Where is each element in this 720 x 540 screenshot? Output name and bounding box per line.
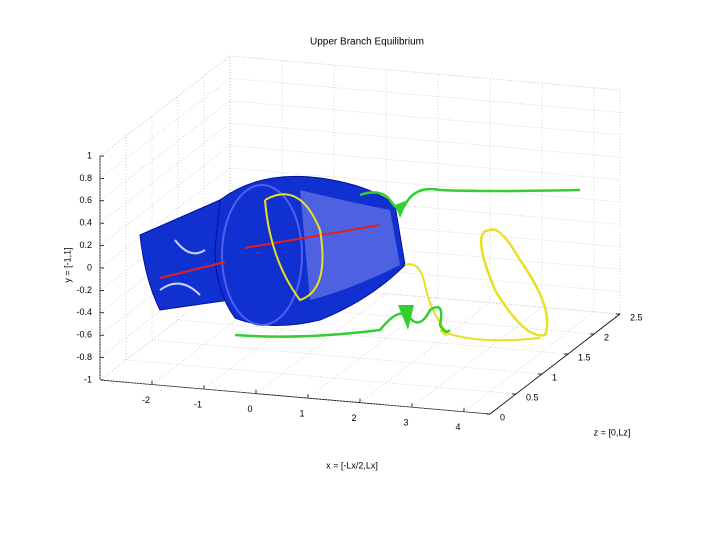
y-tick-label: -0.4 — [76, 307, 92, 317]
grid-line — [411, 306, 543, 408]
grid-line — [307, 297, 439, 399]
centerline — [159, 224, 381, 279]
grid-line — [229, 122, 621, 158]
grid-line — [99, 212, 231, 314]
z-tick-label: 0 — [500, 412, 505, 422]
x-tick-label: -2 — [142, 395, 150, 405]
grid-line — [99, 78, 231, 179]
grid-line — [229, 167, 621, 203]
yellow-contour — [264, 193, 324, 302]
chart-title: Upper Branch Equilibrium — [310, 37, 424, 48]
flow-structures — [139, 175, 581, 342]
grid-line — [229, 212, 621, 248]
grid-line — [255, 293, 387, 394]
grid-line — [463, 311, 595, 412]
y-axis-label: y = [-1,1] — [62, 247, 72, 282]
z-axis-label: z = [0,Lz] — [594, 427, 631, 437]
z-tick-label: 0.5 — [526, 392, 539, 402]
grid-line — [99, 234, 231, 336]
green-contour — [398, 305, 414, 330]
y-tick-label: 0 — [87, 262, 92, 272]
grid-line — [203, 288, 335, 390]
grid-line — [151, 284, 283, 385]
y-tick-label: 0.6 — [79, 195, 92, 205]
grid-line — [229, 279, 621, 315]
x-tick-label: 0 — [247, 404, 252, 414]
x-tick-label: 2 — [351, 413, 356, 423]
z-tick-label: 1.5 — [578, 352, 591, 362]
grid-line — [99, 190, 231, 291]
blue-surface — [139, 199, 231, 311]
grid-line — [125, 359, 517, 395]
y-tick-label: 1 — [87, 150, 92, 160]
grid-line — [229, 78, 621, 113]
grid-line — [99, 167, 231, 269]
surface-highlight — [221, 184, 303, 326]
y-tick-label: -0.8 — [76, 352, 92, 362]
grid-line — [229, 234, 621, 270]
y-tick-label: -0.6 — [76, 330, 92, 340]
grid-line — [177, 319, 569, 355]
green-contour — [234, 305, 451, 338]
grid-line — [99, 257, 231, 358]
z-tick-label: 2 — [604, 332, 609, 342]
green-contour — [395, 200, 408, 218]
grid — [99, 55, 621, 415]
grid-line — [229, 100, 621, 136]
y-tick-label: -1 — [84, 374, 92, 384]
z-tick-label: 1 — [552, 372, 557, 382]
grid-line — [99, 145, 231, 246]
grid-line — [229, 257, 621, 292]
x-tick-label: 1 — [299, 409, 304, 419]
grid-line — [229, 145, 621, 180]
y-tick-label: 0.8 — [79, 173, 92, 183]
surface-highlight — [159, 239, 206, 296]
grid-line — [203, 299, 595, 335]
grid-line — [99, 279, 231, 381]
z-tick-label: 2.5 — [630, 312, 643, 322]
grid-line — [229, 55, 621, 91]
grid-line — [99, 100, 231, 202]
tick-labels: -2 -1 0 1 2 3 4 -1 -0.8 -0.6 -0.4 -0.2 0 0.2 0.4 0.6 0.8… — [76, 150, 642, 432]
x-tick-label: 4 — [455, 422, 460, 432]
y-tick-label: 0.4 — [79, 218, 92, 228]
y-tick-label: 0.2 — [79, 240, 92, 250]
grid-line — [151, 339, 543, 375]
grid-line — [99, 122, 231, 224]
x-axis-label: x = [-Lx/2,Lx] — [326, 460, 378, 470]
grid-line — [99, 55, 231, 157]
surface-highlight — [300, 190, 400, 300]
yellow-contour — [479, 228, 549, 337]
grid-line — [99, 379, 491, 415]
axis-line — [489, 313, 621, 415]
grid-line — [359, 302, 491, 403]
x-tick-label: 3 — [403, 418, 408, 428]
grid-line — [229, 190, 621, 225]
y-tick-label: -0.2 — [76, 285, 92, 295]
x-tick-label: -1 — [194, 399, 202, 409]
